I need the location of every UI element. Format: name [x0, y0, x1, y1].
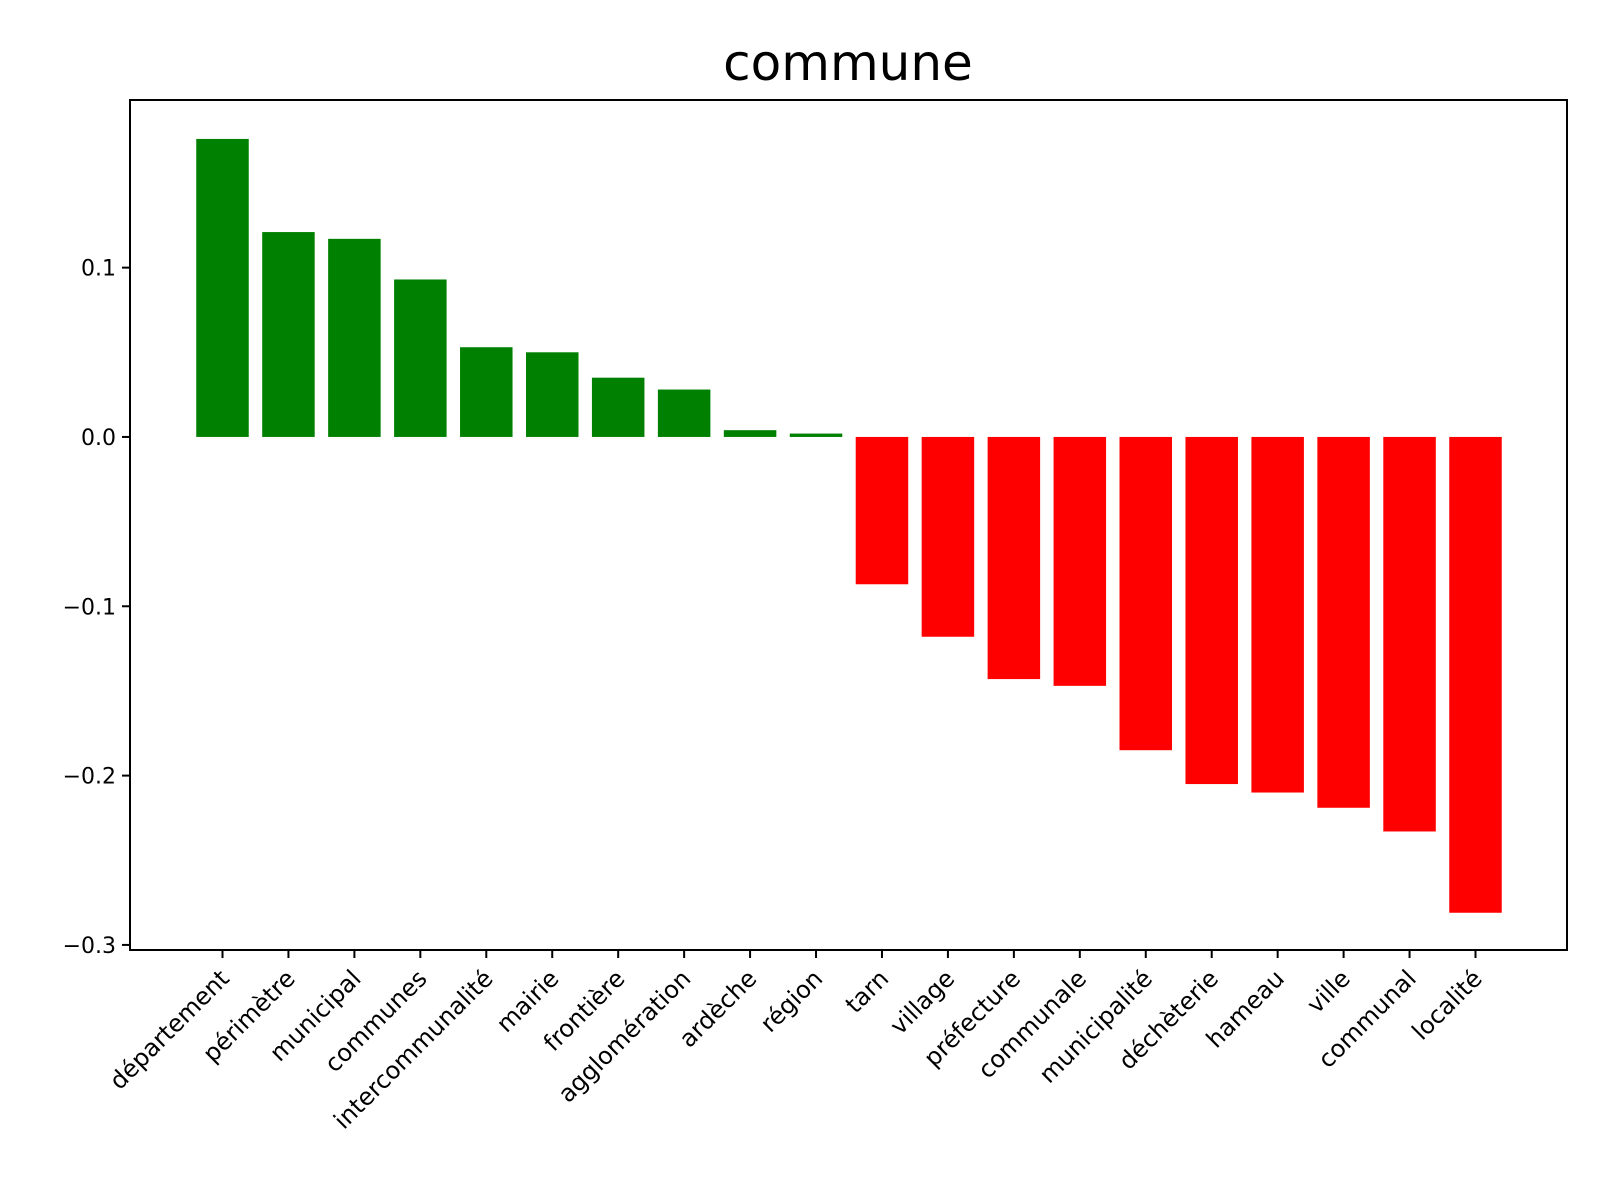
- bar-14: [1119, 436, 1173, 751]
- x-tick-label: localité: [1407, 964, 1488, 1045]
- bars-group: [196, 138, 1502, 913]
- y-axis: 0.1 0.0 −0.1 −0.2 −0.3: [63, 257, 130, 959]
- y-tick-label: −0.2: [63, 765, 116, 790]
- bar-17: [1317, 436, 1370, 808]
- y-tick-label: 0.1: [81, 257, 116, 282]
- bar-11: [921, 436, 975, 637]
- bar-8: [723, 430, 777, 437]
- bar-2: [328, 238, 381, 437]
- bar-15: [1185, 436, 1238, 785]
- x-tick-label: tarn: [840, 964, 894, 1018]
- bar-3: [394, 279, 447, 437]
- y-tick-label: 0.0: [81, 426, 116, 451]
- bar-9: [789, 433, 843, 437]
- bar-13: [1053, 436, 1107, 686]
- bar-18: [1383, 436, 1436, 832]
- y-tick-label: −0.1: [63, 595, 116, 620]
- bar-1: [262, 232, 315, 437]
- bar-16: [1251, 436, 1304, 793]
- bar-10: [855, 436, 909, 585]
- bar-0: [196, 138, 249, 437]
- bar-19: [1449, 436, 1502, 913]
- plot-frame: [129, 99, 1568, 951]
- x-axis: départementpérimètremunicipalcommunesint…: [104, 950, 1488, 1135]
- y-tick-label: −0.3: [63, 934, 116, 959]
- bar-5: [525, 352, 579, 437]
- x-tick-label: ville: [1301, 964, 1355, 1018]
- x-tick-label: région: [755, 964, 828, 1037]
- bar-4: [460, 347, 513, 437]
- chart-title: commune: [723, 34, 973, 92]
- bar-7: [657, 389, 711, 437]
- bar-12: [987, 436, 1041, 680]
- bar-6: [591, 377, 645, 437]
